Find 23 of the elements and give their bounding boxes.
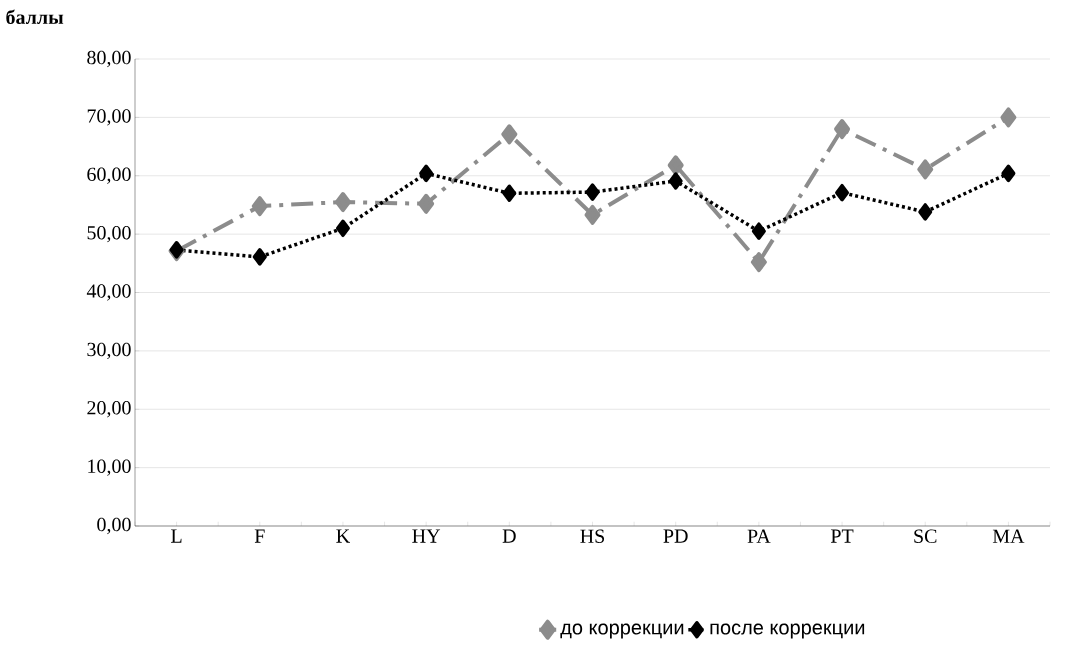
y-tick-label: 10,00 — [88, 459, 131, 476]
y-tick-label: 0,00 — [97, 517, 131, 535]
y-tick-label: 30,00 — [87, 342, 131, 360]
y-tick-label: 50,00 — [87, 225, 131, 243]
y-axis-title: баллы — [6, 9, 64, 25]
x-tick-label: HY — [412, 529, 441, 543]
x-tick-label: PD — [663, 529, 688, 543]
y-tick-label: 80,00 — [87, 50, 131, 68]
x-tick-label: PA — [747, 529, 771, 543]
x-tick-label: HS — [580, 529, 605, 543]
y-tick-label: 40,00 — [86, 284, 131, 301]
legend-label: до коррекции — [560, 623, 684, 639]
y-tick-label: 60,00 — [87, 167, 131, 184]
x-tick-label: SC — [914, 529, 937, 543]
y-tick-label: 20,00 — [87, 401, 131, 418]
x-tick-label: D — [502, 529, 516, 543]
x-tick-label: PT — [830, 529, 854, 543]
x-tick-label: F — [254, 529, 265, 543]
legend-label: после коррекции — [710, 623, 865, 639]
x-tick-label: L — [171, 529, 182, 543]
x-tick-label: K — [336, 529, 350, 543]
y-tick-label: 70,00 — [87, 109, 131, 126]
x-tick-label: MA — [992, 529, 1025, 543]
